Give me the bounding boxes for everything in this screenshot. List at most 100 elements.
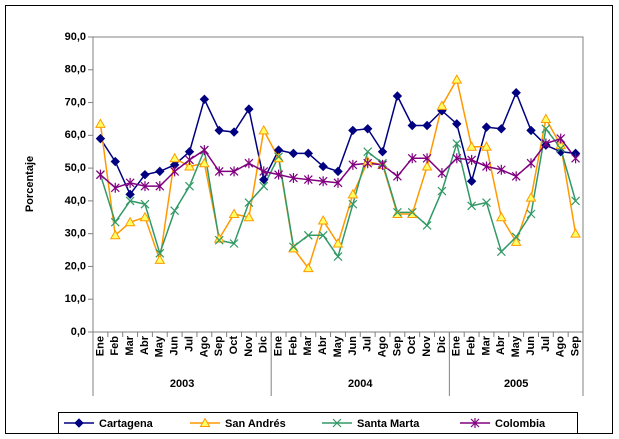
point [378,159,387,170]
x-tick-label: Jul [362,336,374,352]
point [140,199,150,209]
point [556,133,566,144]
point [422,221,432,230]
y-tick-label: 10,0 [65,293,86,305]
point [125,196,135,206]
point [392,208,403,218]
y-tick-label: 80,0 [65,64,86,76]
point [363,147,373,157]
point [510,236,522,246]
point [125,177,135,188]
x-tick-label: Dic [258,336,270,353]
point [511,88,521,98]
point [570,228,581,238]
point [258,124,270,135]
group-label: 2003 [170,378,194,390]
legend-label: San Andrés [225,418,286,430]
point [452,139,462,148]
x-tick-label: Mar [124,335,136,355]
x-tick-label: Sep [569,336,581,356]
y-tick-label: 40,0 [65,195,86,207]
y-tick-label: 0,0 [71,326,86,338]
point [496,124,507,134]
point [333,166,343,177]
point [407,153,417,164]
point [214,235,224,245]
point [170,166,180,177]
x-tick-label: May [332,335,344,357]
point [436,100,448,110]
point [482,198,491,207]
point [110,217,120,227]
point [556,144,566,153]
point [259,166,269,177]
point [571,196,581,206]
point [244,158,254,169]
point [155,248,165,258]
x-tick-label: Abr [139,335,151,355]
point [496,247,506,257]
point [377,147,388,157]
point [495,211,507,222]
point [140,169,150,180]
x-tick-label: Jul [183,336,195,352]
x-tick-label: Sep [213,336,225,356]
y-axis-label: Porcentaje [24,156,36,212]
point [511,232,521,242]
point [288,148,299,159]
point [526,158,536,169]
x-tick-label: Jun [525,336,537,356]
point [154,254,166,264]
y-tick-label: 70,0 [65,96,86,108]
group-label: 2004 [348,378,373,390]
point [139,211,151,222]
x-tick-label: Jul [540,336,552,352]
point [95,169,105,180]
point [466,176,477,186]
point [214,166,224,177]
point [437,168,447,179]
point [362,124,373,134]
point [185,154,194,165]
x-tick-label: Mar [302,335,314,355]
point [467,201,477,211]
point [422,120,432,131]
point [289,172,298,183]
point [184,160,195,171]
x-tick-label: Oct [406,336,418,355]
point [467,154,477,165]
point [229,166,239,177]
x-tick-label: Nov [421,335,433,357]
point [407,207,417,217]
point [125,189,135,200]
point [348,199,358,209]
x-tick-label: Oct [228,336,240,355]
x-tick-label: Feb [466,336,478,356]
point [437,186,447,196]
x-tick-label: Ene [94,336,106,356]
point [332,237,344,248]
point [244,198,254,207]
x-tick-label: Abr [317,335,329,355]
x-tick-label: Abr [495,335,507,355]
x-tick-label: May [154,335,166,357]
point [451,74,463,84]
x-tick-label: Jun [347,336,359,356]
point [348,125,358,136]
point [274,169,284,180]
point [199,94,210,104]
point [170,206,180,216]
x-tick-label: Mar [480,335,492,355]
point [110,156,120,167]
point [155,166,165,177]
point [95,118,106,128]
legend-label: Colombia [495,418,546,430]
point [110,182,120,193]
legend-marker [199,417,211,427]
legend-label: Santa Marta [357,418,420,430]
point [185,181,194,191]
point [95,133,106,144]
x-tick-label: Feb [109,336,121,356]
point [466,141,477,151]
